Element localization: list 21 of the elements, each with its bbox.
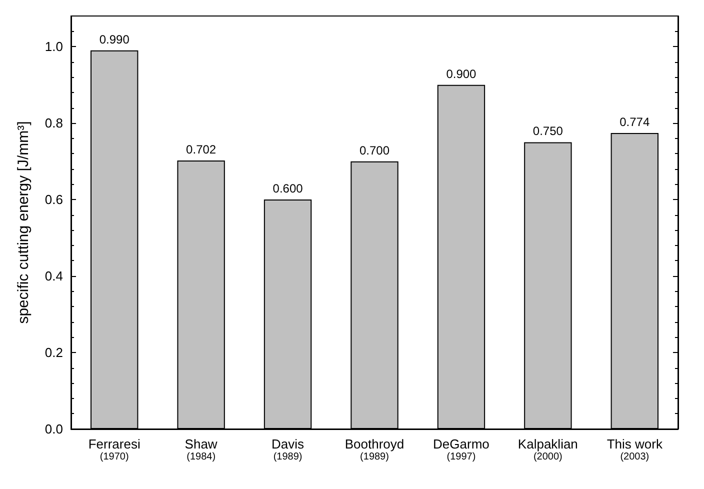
x-tick-label: This work (2003)	[606, 436, 663, 462]
y-axis-title: specific cutting energy [J/mm³]	[15, 121, 32, 324]
x-tick-label: DeGarmo (1997)	[433, 436, 490, 462]
data-label: 0.702	[186, 142, 216, 157]
x-tick-label: Boothroyd (1989)	[344, 436, 404, 462]
y-tick-label: 0.6	[44, 192, 63, 208]
data-label: 0.600	[272, 182, 304, 196]
data-label: 0.900	[446, 66, 477, 81]
x-tick-label: Davis (1989)	[272, 436, 305, 462]
y-tick-label: 0.4	[44, 268, 63, 284]
x-tick-label: Shaw (1984)	[184, 436, 218, 462]
data-label: 0.774	[620, 115, 650, 130]
y-tick-label: 0.8	[44, 116, 63, 131]
x-tick-label: Ferraresi (1970)	[88, 436, 140, 462]
data-label: 0.700	[359, 143, 390, 158]
y-tick-label: 1.0	[44, 39, 63, 54]
y-tick-label: 0.0	[44, 422, 63, 436]
y-tick-label: 0.2	[44, 345, 63, 360]
data-label: 0.750	[532, 124, 564, 138]
x-tick-label: Kalpaklian (2000)	[518, 436, 578, 462]
data-label: 0.990	[99, 32, 130, 46]
